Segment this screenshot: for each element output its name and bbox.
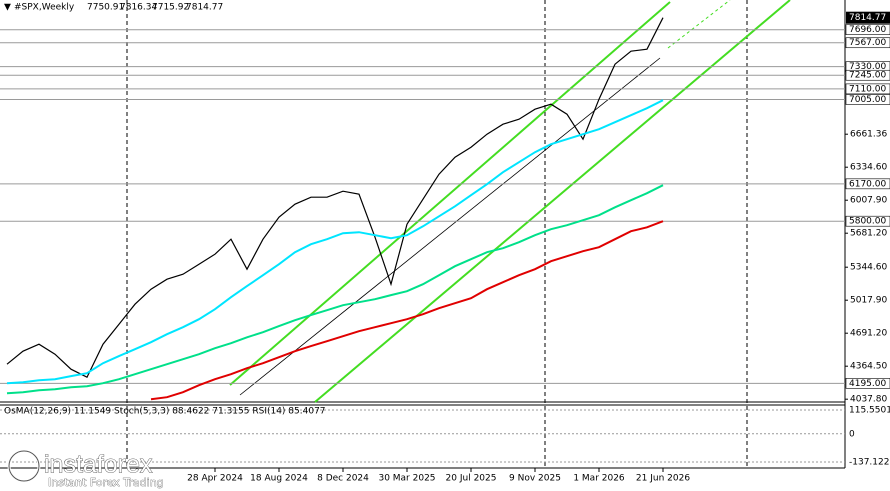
indicator-tick-label: 115.5501: [849, 406, 890, 416]
level-label-box: [845, 37, 890, 49]
x-tick-label: 1 Mar 2026: [573, 474, 625, 484]
ohlc-close: 7814.77: [186, 3, 223, 13]
logo-tagline: Instant Forex Trading: [48, 476, 164, 489]
indicator-tick-label: 0: [849, 429, 855, 439]
level-label-box: [845, 94, 890, 105]
y-tick-label: 5344.60: [850, 263, 887, 273]
level-label-box: [845, 378, 890, 389]
y-tick-label: 4364.50: [850, 362, 887, 372]
moving-average: [6, 99, 664, 385]
channel-line: [229, 1, 671, 386]
symbol: #SPX,Weekly: [14, 3, 75, 13]
y-tick-label: 6661.36: [850, 130, 887, 140]
level-label-box: [845, 215, 890, 227]
moving-average: [6, 184, 664, 395]
current-price-label: 7814.77: [849, 13, 886, 23]
indicator-tick-label: -137.1228: [849, 458, 890, 468]
x-tick-label: 20 Jul 2025: [446, 474, 497, 484]
level-label: 5800.00: [849, 217, 886, 227]
level-label: 7110.00: [849, 84, 886, 94]
trend-line: [239, 57, 661, 396]
level-label: 7330.00: [849, 62, 886, 72]
projection-line: [667, 0, 731, 49]
level-label: 7567.00: [849, 38, 886, 48]
level-label: 7005.00: [849, 95, 886, 105]
x-tick-label: 28 Apr 2024: [187, 474, 243, 484]
ohlc-high: 7816.34: [120, 3, 157, 13]
moving-average: [150, 220, 664, 401]
plot-area: 6661.36 6334.60 6007.90 5681.20 5344.60 5017.…: [0, 11, 890, 484]
ohlc-open: 7750.91: [87, 3, 124, 13]
x-tick-label: 30 Mar 2025: [378, 474, 435, 484]
y-tick-label: 6334.60: [850, 163, 887, 173]
level-label-box: [845, 83, 890, 95]
level-label: 4195.00: [849, 379, 886, 389]
x-tick-label: 9 Nov 2025: [509, 474, 561, 484]
x-tick-label: 21 Jun 2026: [636, 474, 690, 484]
y-tick-label: 4037.80: [850, 395, 887, 405]
level-label-box: [845, 69, 890, 81]
y-tick-label: 6007.90: [850, 196, 887, 206]
level-label: 6170.00: [849, 179, 886, 189]
level-label: 7245.00: [849, 71, 886, 81]
logo-name: instaforex: [44, 451, 153, 479]
y-tick-label: 4691.20: [850, 329, 887, 339]
y-tick-label: 5017.90: [850, 296, 887, 306]
level-label: 7696.00: [849, 25, 886, 35]
ohlc-low: 7715.92: [152, 3, 189, 13]
logo-icon-outline: [8, 450, 40, 482]
level-label-box: [845, 178, 890, 190]
current-price-box: [846, 11, 890, 24]
x-tick-label: 8 Dec 2024: [317, 474, 369, 484]
level-label-box: [845, 24, 890, 35]
x-tick-label: 18 Aug 2024: [250, 474, 308, 484]
logo: instaforex Instant Forex Trading: [7, 449, 164, 489]
header-arrow: ▼: [4, 3, 11, 13]
price-line: [6, 17, 664, 379]
y-tick-label: 5681.20: [850, 229, 887, 239]
indicator-label: OsMA(12,26,9) 11.1549 Stoch(5,3,3) 88.46…: [4, 407, 326, 417]
